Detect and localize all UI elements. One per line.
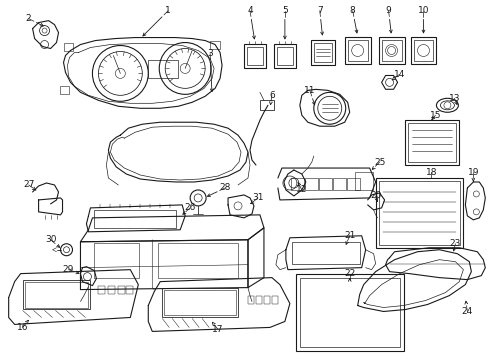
Bar [291, 242, 359, 264]
Bar [381, 40, 401, 62]
Bar [347, 40, 367, 62]
Bar [346, 178, 359, 190]
Bar [299, 278, 399, 347]
Text: 4: 4 [246, 6, 252, 15]
Text: 8: 8 [349, 6, 355, 15]
Bar [276, 46, 292, 66]
Bar [260, 100, 273, 110]
Text: 3: 3 [207, 49, 213, 58]
Bar [295, 274, 403, 351]
Text: 28: 28 [219, 184, 230, 193]
Text: 6: 6 [268, 91, 274, 100]
Text: 22: 22 [344, 269, 355, 278]
Text: 23: 23 [449, 239, 460, 248]
Bar [255, 296, 262, 303]
Bar [22, 280, 90, 310]
Bar [60, 86, 69, 94]
Bar [354, 172, 372, 190]
Text: 14: 14 [393, 70, 405, 79]
Text: 29: 29 [62, 265, 74, 274]
Bar [318, 178, 331, 190]
Bar [378, 37, 404, 64]
Text: 11: 11 [304, 86, 315, 95]
Text: 19: 19 [467, 167, 478, 176]
Bar [413, 40, 432, 62]
Bar [164, 289, 236, 315]
Bar [98, 285, 105, 293]
Text: 30: 30 [45, 235, 56, 244]
Bar [148, 60, 178, 78]
Bar [118, 285, 125, 293]
Bar [264, 296, 269, 303]
Text: 16: 16 [17, 323, 28, 332]
Text: 31: 31 [252, 193, 263, 202]
Bar [247, 296, 253, 303]
Text: 5: 5 [282, 6, 287, 15]
Bar [210, 41, 220, 49]
Text: 15: 15 [429, 111, 440, 120]
Bar [332, 178, 345, 190]
Text: 2: 2 [26, 14, 31, 23]
Text: 24: 24 [461, 307, 472, 316]
Text: 9: 9 [385, 6, 391, 15]
Bar [94, 243, 139, 278]
Text: 12: 12 [296, 185, 307, 194]
Text: 17: 17 [212, 325, 224, 334]
Bar [273, 44, 295, 68]
Text: 27: 27 [23, 180, 34, 189]
Text: 26: 26 [184, 203, 195, 212]
Bar [378, 181, 459, 245]
Bar [404, 120, 458, 165]
Text: 25: 25 [373, 158, 385, 167]
Bar [344, 37, 370, 64]
Bar [108, 285, 115, 293]
Text: 10: 10 [417, 6, 428, 15]
Bar [158, 243, 238, 278]
Bar [271, 296, 277, 303]
Text: 21: 21 [344, 231, 355, 240]
Text: 7: 7 [316, 6, 322, 15]
Bar [290, 178, 303, 190]
Text: 20: 20 [369, 192, 381, 201]
Bar [126, 285, 133, 293]
Bar [24, 282, 88, 307]
Bar [63, 42, 73, 50]
Bar [244, 44, 265, 68]
Bar [310, 40, 334, 66]
Bar [304, 178, 317, 190]
Text: 13: 13 [447, 94, 459, 103]
Bar [246, 46, 263, 66]
Text: 18: 18 [425, 167, 436, 176]
Bar [162, 288, 238, 318]
Bar [94, 210, 176, 228]
Text: 1: 1 [165, 6, 171, 15]
Bar [313, 42, 331, 62]
Bar [407, 123, 455, 162]
Bar [410, 37, 436, 64]
Bar [375, 178, 463, 248]
